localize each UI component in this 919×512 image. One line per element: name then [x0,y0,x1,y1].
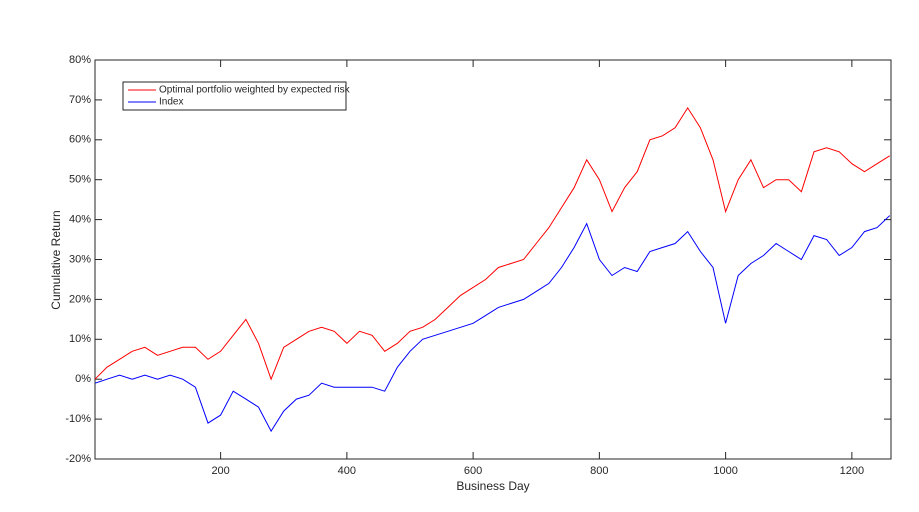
legend: Optimal portfolio weighted by expected r… [122,81,351,111]
y-tick-label: -10% [65,413,91,425]
y-tick-label: 10% [69,333,91,345]
y-tick-label: 50% [69,174,91,186]
y-tick-label: 0% [75,373,91,385]
y-tick-label: 20% [69,293,91,305]
x-axis-label: Business Day [456,479,529,493]
legend-label: Optimal portfolio weighted by expected r… [159,85,351,96]
y-tick-label: -20% [65,453,91,465]
y-tick-label: 70% [69,94,91,106]
y-axis-label: Cumulative Return [49,210,63,309]
y-tick-label: 60% [69,134,91,146]
legend-box [122,81,347,111]
legend-label: Index [159,97,183,108]
y-tick-label: 30% [69,253,91,265]
x-tick-label: 200 [211,465,229,477]
y-tick-label: 80% [69,54,91,66]
x-tick-label: 800 [590,465,608,477]
x-tick-label: 400 [338,465,356,477]
series-line [94,106,890,381]
y-tick-label: 40% [69,214,91,226]
x-tick-label: 1200 [840,465,864,477]
x-tick-label: 600 [464,465,482,477]
series-line [94,215,891,433]
x-tick-label: 1000 [713,465,737,477]
